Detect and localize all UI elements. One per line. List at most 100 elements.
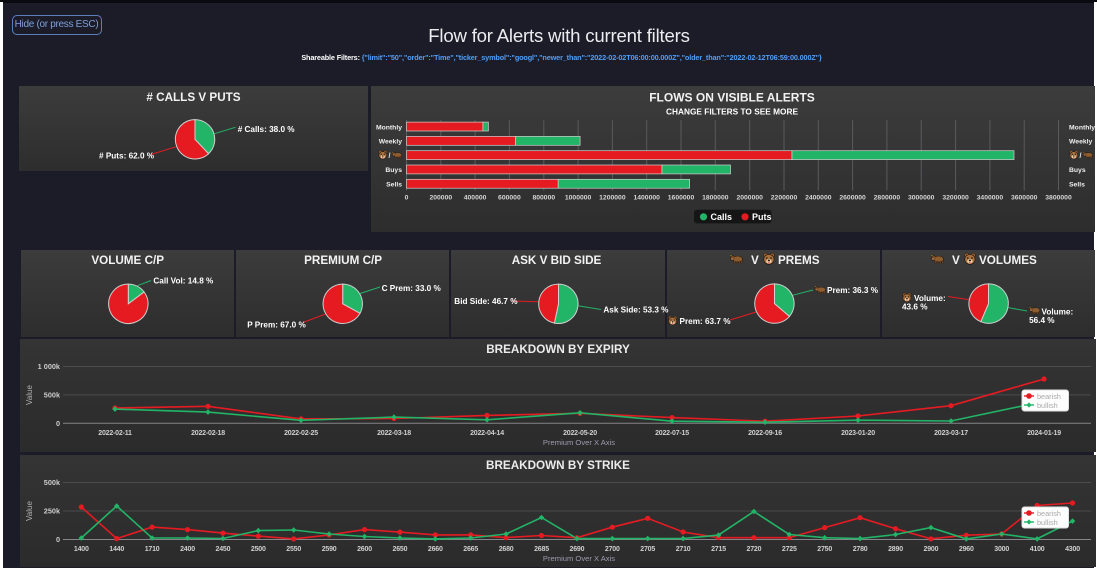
svg-text:Prem: 63.7 %: Prem: 63.7 %	[679, 317, 731, 326]
svg-text:2720: 2720	[746, 546, 761, 553]
svg-text:bearish: bearish	[1037, 392, 1061, 401]
svg-text:1600000: 1600000	[667, 195, 694, 202]
svg-text:1800000: 1800000	[702, 195, 729, 202]
svg-text:Sells: Sells	[386, 182, 402, 189]
svg-text:2022-05-20: 2022-05-20	[563, 430, 597, 437]
svg-text:P Prem: 67.0 %: P Prem: 67.0 %	[247, 321, 306, 330]
svg-text:1200000: 1200000	[599, 195, 626, 202]
svg-text:2680: 2680	[498, 546, 513, 553]
svg-text:2022-09-16: 2022-09-16	[748, 430, 782, 437]
svg-text:Premium Over X Axis: Premium Over X Axis	[542, 438, 614, 447]
svg-text:Bid Side: 46.7 %: Bid Side: 46.7 %	[454, 297, 518, 306]
svg-text:2590: 2590	[321, 546, 336, 553]
svg-text:2023-03-17: 2023-03-17	[934, 430, 968, 437]
svg-text:2022-02-18: 2022-02-18	[191, 430, 225, 437]
svg-text:Premium Over X Axis: Premium Over X Axis	[542, 554, 614, 563]
svg-text:1710: 1710	[144, 546, 159, 553]
svg-text:2890: 2890	[888, 546, 903, 553]
svg-text:2022-02-25: 2022-02-25	[284, 430, 318, 437]
svg-text:2200000: 2200000	[770, 195, 797, 202]
svg-text:# Puts: 62.0 %: # Puts: 62.0 %	[99, 151, 155, 160]
svg-text:2600000: 2600000	[839, 195, 866, 202]
svg-text:Weekly: Weekly	[1069, 139, 1093, 146]
svg-text:2550: 2550	[286, 546, 301, 553]
svg-text:1400: 1400	[73, 546, 88, 553]
svg-text:2022-07-15: 2022-07-15	[655, 430, 689, 437]
svg-text:250k: 250k	[43, 507, 60, 516]
svg-text:VOLUMES: VOLUMES	[979, 254, 1037, 267]
svg-text:# Calls: 38.0 %: # Calls: 38.0 %	[237, 125, 295, 134]
svg-text:2500: 2500	[250, 546, 265, 553]
svg-text:2600: 2600	[357, 546, 372, 553]
svg-text:0: 0	[55, 535, 59, 544]
svg-text:800000: 800000	[532, 195, 555, 202]
svg-text:Prem: 36.3 %: Prem: 36.3 %	[827, 286, 879, 295]
svg-text:2690: 2690	[569, 546, 584, 553]
svg-text:bullish: bullish	[1037, 401, 1058, 410]
svg-text:43.6 %: 43.6 %	[902, 302, 928, 311]
svg-text:Buys: Buys	[385, 167, 402, 174]
svg-text:1400000: 1400000	[633, 195, 660, 202]
svg-text:ASK V BID SIDE: ASK V BID SIDE	[511, 254, 601, 267]
svg-text:2960: 2960	[958, 546, 973, 553]
svg-text:1440: 1440	[109, 546, 124, 553]
svg-text:1000000: 1000000	[564, 195, 591, 202]
svg-text:1 000k: 1 000k	[37, 362, 60, 371]
svg-text:V: V	[751, 254, 759, 267]
svg-text:500k: 500k	[43, 391, 60, 400]
svg-text:bullish: bullish	[1037, 518, 1058, 527]
svg-text:2023-01-20: 2023-01-20	[841, 430, 875, 437]
svg-text:Ask Side: 53.3 %: Ask Side: 53.3 %	[603, 306, 669, 315]
svg-text:C Prem: 33.0 %: C Prem: 33.0 %	[381, 284, 441, 293]
svg-text:Sells: Sells	[1069, 182, 1085, 189]
svg-text:600000: 600000	[498, 195, 521, 202]
svg-text:56.4 %: 56.4 %	[1029, 316, 1055, 325]
svg-text:2715: 2715	[711, 546, 726, 553]
svg-text:Value: Value	[25, 501, 34, 521]
svg-text:2400: 2400	[180, 546, 195, 553]
svg-text:2022-04-14: 2022-04-14	[470, 430, 504, 437]
svg-text:V: V	[952, 254, 960, 267]
svg-text:200000: 200000	[429, 195, 452, 202]
svg-text:VOLUME C/P: VOLUME C/P	[91, 254, 164, 267]
svg-text:2800000: 2800000	[873, 195, 900, 202]
svg-text:Buys: Buys	[1069, 167, 1086, 174]
svg-text:2022-02-11: 2022-02-11	[98, 430, 132, 437]
svg-text:PREMS: PREMS	[778, 254, 820, 267]
svg-text:400000: 400000	[463, 195, 486, 202]
svg-text:Volume:: Volume:	[914, 294, 946, 303]
svg-text:Volume:: Volume:	[1041, 308, 1073, 317]
svg-text:FLOWS ON VISIBLE ALERTS: FLOWS ON VISIBLE ALERTS	[649, 91, 815, 105]
svg-text:0: 0	[55, 419, 59, 428]
svg-text:2665: 2665	[463, 546, 478, 553]
svg-text:2400000: 2400000	[805, 195, 832, 202]
svg-text:2000000: 2000000	[736, 195, 763, 202]
svg-text:2725: 2725	[781, 546, 796, 553]
svg-text:Monthly: Monthly	[375, 124, 401, 131]
svg-text:2024-01-19: 2024-01-19	[1027, 430, 1061, 437]
svg-text:4100: 4100	[1029, 546, 1044, 553]
svg-text:2650: 2650	[392, 546, 407, 553]
svg-text:2900: 2900	[923, 546, 938, 553]
svg-text:2780: 2780	[852, 546, 867, 553]
svg-text:# CALLS V PUTS: # CALLS V PUTS	[146, 91, 240, 104]
svg-text:4300: 4300	[1065, 546, 1080, 553]
svg-text:3800000: 3800000	[1045, 195, 1072, 202]
svg-text:3000: 3000	[994, 546, 1009, 553]
svg-text:Value: Value	[25, 385, 34, 405]
svg-text:PREMIUM C/P: PREMIUM C/P	[304, 254, 382, 267]
svg-text:2700: 2700	[604, 546, 619, 553]
svg-text:Calls: Calls	[710, 212, 732, 222]
svg-text:Weekly: Weekly	[378, 139, 402, 146]
svg-text:bearish: bearish	[1037, 509, 1061, 518]
svg-text:3200000: 3200000	[942, 195, 969, 202]
svg-text:Monthly: Monthly	[1069, 124, 1095, 131]
svg-text:3000000: 3000000	[907, 195, 934, 202]
svg-text:CHANGE FILTERS TO SEE MORE: CHANGE FILTERS TO SEE MORE	[666, 107, 798, 117]
svg-text:0: 0	[404, 195, 408, 202]
svg-text:2450: 2450	[215, 546, 230, 553]
svg-text:500k: 500k	[43, 478, 60, 487]
svg-text:/: /	[388, 153, 390, 160]
svg-text:/: /	[1079, 153, 1081, 160]
svg-text:3400000: 3400000	[976, 195, 1003, 202]
